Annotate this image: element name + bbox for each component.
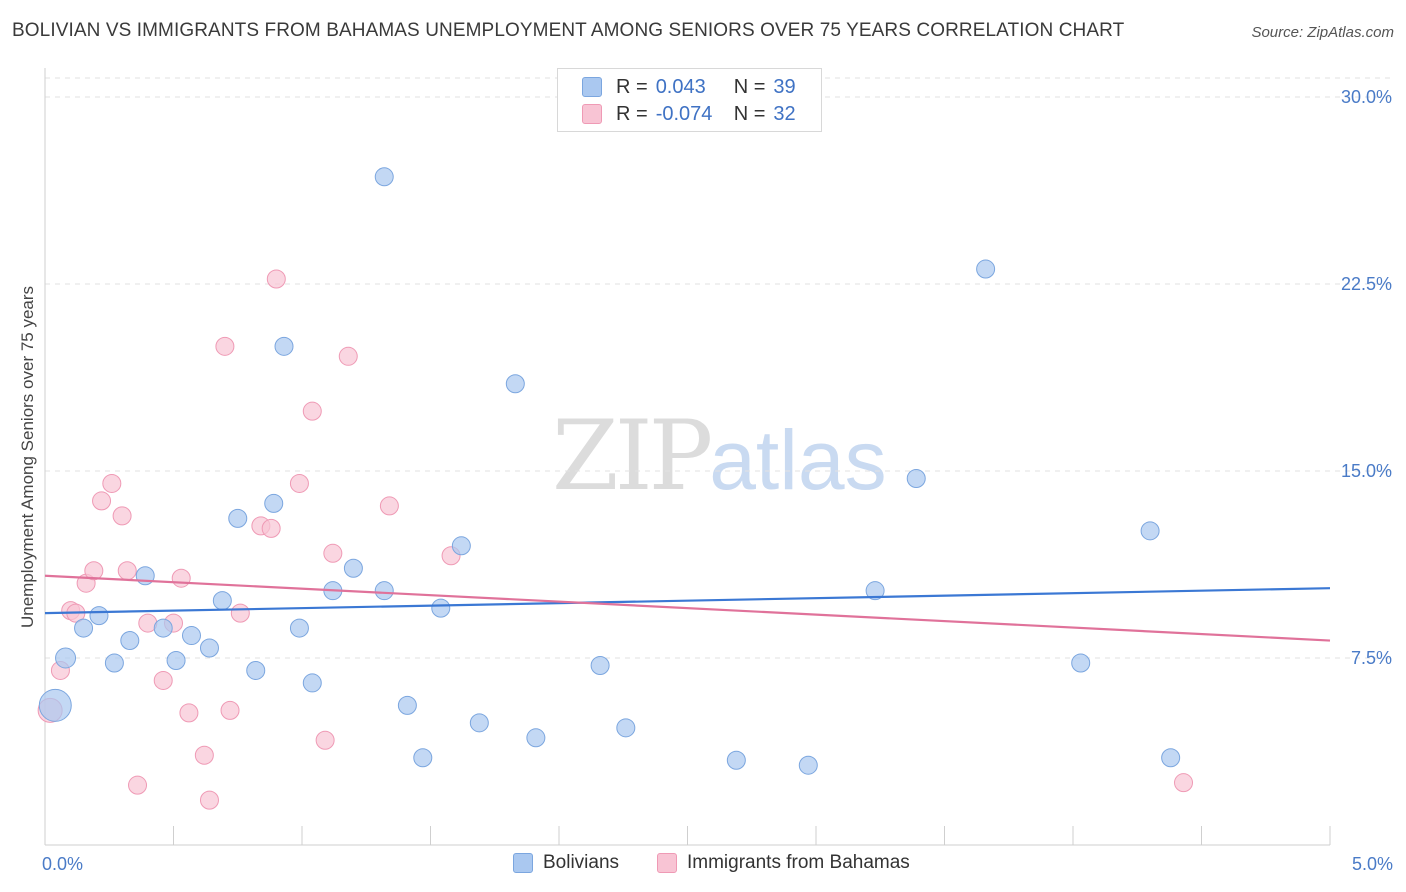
bahamas-point [171,568,191,588]
bolivians-point [212,591,232,611]
bahamas-point [153,670,173,690]
bahamas-point [379,496,399,516]
bolivians-point [199,638,219,658]
legend-n-value: 32 [773,102,796,125]
bolivians-point [302,673,322,693]
bolivians-point [38,688,72,722]
bolivians-point [74,618,94,638]
series-legend-bahamas: Immigrants from Bahamas [657,852,910,874]
series-legend: Bolivians Immigrants from Bahamas [0,852,1406,876]
bahamas-point [179,703,199,723]
bolivians-point [451,536,471,556]
legend-n-label: N = [733,102,766,125]
y-axis-label: Unemployment Among Seniors over 75 years [18,286,37,628]
bolivians-point [1071,653,1091,673]
y-tick-label: 22.5% [1341,274,1392,294]
bahamas-point [112,506,132,526]
bahamas-point [338,346,358,366]
bahamas-point [92,491,112,511]
legend-r-label: R = [616,102,648,125]
bahamas-point [220,700,240,720]
bolivians-point [153,618,173,638]
bahamas-point [102,473,122,493]
bahamas-point [315,730,335,750]
bahamas-point [84,561,104,581]
legend-r-value: 0.043 [655,75,706,98]
x-tick-label: 5.0% [1352,854,1393,874]
watermark-zip: ZIP [552,400,713,512]
bahamas-point [1174,773,1194,793]
series-legend-bolivians: Bolivians [513,852,619,874]
bahamas-point [194,745,214,765]
bolivians-point [1161,748,1181,768]
bolivians-point [798,755,818,775]
series-legend-label: Bolivians [543,852,620,873]
bolivians-point [343,558,363,578]
series-swatch-bahamas [657,853,677,873]
bolivians-point [181,626,201,646]
bolivians-point [228,508,248,528]
bahamas-point [302,401,322,421]
bahamas-point [230,603,250,623]
bolivians-point [374,167,394,187]
bolivians-point [89,606,109,626]
bahamas-point [261,518,281,538]
bolivians-point [469,713,489,733]
legend-r-value: -0.074 [655,102,713,125]
legend-n-value: 39 [773,75,796,98]
bahamas-point [266,269,286,289]
legend-row-bahamas: R = -0.074 N = 32 [582,101,796,127]
bolivians-point [526,728,546,748]
bolivians-point [726,750,746,770]
y-tick-label: 15.0% [1341,461,1392,481]
bolivians-point [616,718,636,738]
bahamas-point [199,790,219,810]
bolivians-point [120,631,140,651]
bolivians-point [246,660,266,680]
y-tick-label: 30.0% [1341,87,1392,107]
watermark-atlas: atlas [709,413,887,507]
bahamas-point [323,543,343,563]
source-label: Source: ZipAtlas.com [1251,24,1394,41]
bolivians-point [397,695,417,715]
bolivians-point [264,493,284,513]
watermark: ZIPatlas [552,400,887,512]
bahamas-point [117,561,137,581]
bolivians-point [374,581,394,601]
bahamas-point [215,336,235,356]
bahamas-point [289,473,309,493]
legend-row-bolivians: R = 0.043 N = 39 [582,74,796,100]
series-swatch-bolivians [513,853,533,873]
chart-title: BOLIVIAN VS IMMIGRANTS FROM BAHAMAS UNEM… [12,20,1125,41]
bahamas-trend-line [44,574,1331,642]
bolivians-point [274,336,294,356]
bolivians-point [906,468,926,488]
legend-swatch-bolivians [582,77,602,97]
bolivians-point [289,618,309,638]
bolivians-point [976,259,996,279]
bolivians-point [55,647,77,669]
legend-r-label: R = [616,75,648,98]
legend-n-label: N = [733,75,766,98]
stats-legend: R = 0.043 N = 39 R = -0.074 N = 32 [557,68,822,132]
y-tick-label: 7.5% [1351,648,1392,668]
bolivians-point [166,650,186,670]
bolivians-point [413,748,433,768]
bolivians-point [865,581,885,601]
bolivians-point [590,655,610,675]
bolivians-point [431,598,451,618]
legend-swatch-bahamas [582,104,602,124]
bolivians-trend-line [44,587,1331,615]
bolivians-point [1140,521,1160,541]
series-legend-label: Immigrants from Bahamas [687,852,910,873]
bahamas-point [128,775,148,795]
x-tick-label: 0.0% [42,854,83,874]
bolivians-point [104,653,124,673]
bolivians-point [505,374,525,394]
